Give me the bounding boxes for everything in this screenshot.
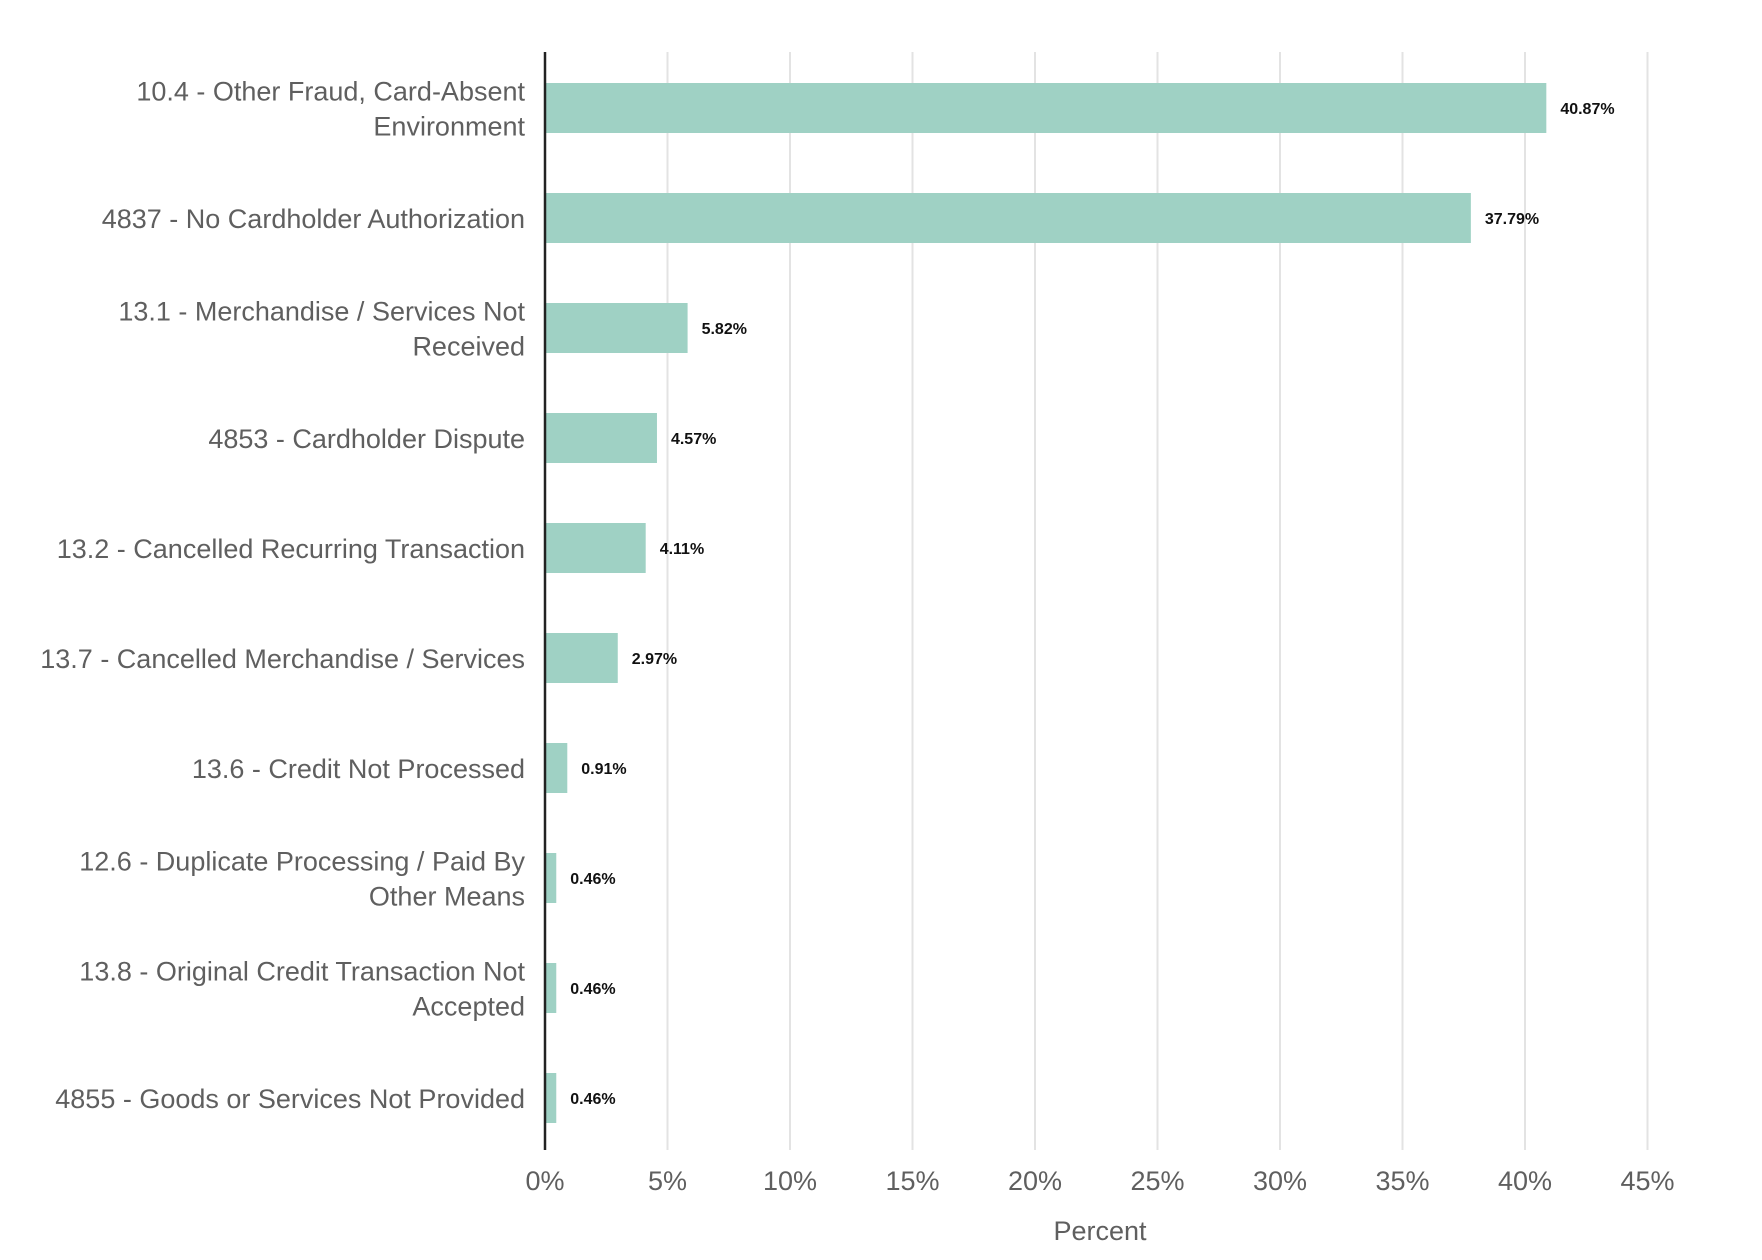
x-tick-label: 30% xyxy=(1253,1166,1307,1196)
bar xyxy=(545,853,557,903)
category-label-line: 13.1 - Merchandise / Services Not xyxy=(118,297,525,327)
bar xyxy=(545,413,657,463)
category-label-line: 13.6 - Credit Not Processed xyxy=(192,754,525,784)
data-label: 0.46% xyxy=(570,871,615,888)
category-label: 13.8 - Original Credit Transaction Not Ac… xyxy=(79,957,525,1022)
labels: 0% 5% 10% 15% 20% 25% 30% 35% 40% 45% 40.87% 10.4 -… xyxy=(40,77,1674,1197)
bar xyxy=(545,633,618,683)
x-axis-title: Percent xyxy=(1053,1216,1147,1246)
data-label: 37.79% xyxy=(1485,211,1539,228)
category-label-line: Received xyxy=(412,332,525,362)
data-label: 0.46% xyxy=(570,981,615,998)
category-label-line: 4837 - No Cardholder Authorization xyxy=(102,204,525,234)
bar xyxy=(545,193,1471,243)
x-tick-label: 35% xyxy=(1375,1166,1429,1196)
data-label: 2.97% xyxy=(632,651,677,668)
bar xyxy=(545,1073,557,1123)
category-label: 4837 - No Cardholder Authorization xyxy=(102,204,525,234)
x-tick-label: 10% xyxy=(763,1166,817,1196)
bars xyxy=(545,83,1547,1123)
category-label-line: 4853 - Cardholder Dispute xyxy=(208,424,525,454)
data-label: 0.91% xyxy=(581,761,626,778)
category-label-line: 13.2 - Cancelled Recurring Transaction xyxy=(57,534,525,564)
category-label-line: Environment xyxy=(373,112,525,142)
bar xyxy=(545,523,646,573)
x-tick-label: 0% xyxy=(525,1166,564,1196)
x-tick-label: 25% xyxy=(1130,1166,1184,1196)
data-label: 4.11% xyxy=(660,541,704,558)
bar xyxy=(545,963,557,1013)
bar xyxy=(545,743,568,793)
category-label: 4855 - Goods or Services Not Provided xyxy=(55,1084,525,1114)
x-tick-label: 5% xyxy=(648,1166,687,1196)
x-tick-label: 40% xyxy=(1498,1166,1552,1196)
category-label: 10.4 - Other Fraud, Card-Absent Environme… xyxy=(136,77,525,142)
data-label: 5.82% xyxy=(702,321,747,338)
bar xyxy=(545,83,1547,133)
category-label-line: 13.8 - Original Credit Transaction Not xyxy=(79,957,525,987)
data-label: 4.57% xyxy=(671,431,716,448)
data-label: 0.46% xyxy=(570,1091,615,1108)
x-tick-label: 15% xyxy=(885,1166,939,1196)
category-label-line: 12.6 - Duplicate Processing / Paid By xyxy=(79,847,525,877)
bar xyxy=(545,303,688,353)
category-label: 12.6 - Duplicate Processing / Paid By Oth… xyxy=(79,847,525,912)
category-label-line: 4855 - Goods or Services Not Provided xyxy=(55,1084,525,1114)
category-label: 13.7 - Cancelled Merchandise / Services xyxy=(40,644,525,674)
category-label-line: 13.7 - Cancelled Merchandise / Services xyxy=(40,644,525,674)
x-tick-label: 45% xyxy=(1620,1166,1674,1196)
category-label: 13.6 - Credit Not Processed xyxy=(192,754,525,784)
category-label: 13.1 - Merchandise / Services Not Receive… xyxy=(118,297,525,362)
x-tick-label: 20% xyxy=(1008,1166,1062,1196)
category-label-line: Other Means xyxy=(369,882,525,912)
category-label-line: 10.4 - Other Fraud, Card-Absent xyxy=(136,77,525,107)
category-label: 4853 - Cardholder Dispute xyxy=(208,424,525,454)
category-label-line: Accepted xyxy=(412,992,525,1022)
category-label: 13.2 - Cancelled Recurring Transaction xyxy=(57,534,525,564)
data-label: 40.87% xyxy=(1560,101,1614,118)
